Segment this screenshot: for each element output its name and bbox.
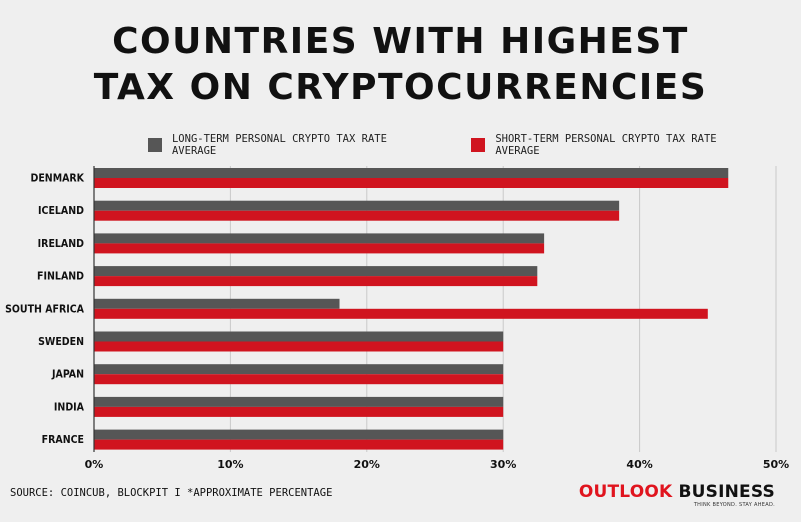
bar-short-term-finland — [94, 276, 538, 287]
bar-long-term-france — [94, 429, 504, 440]
bar-short-term-denmark — [94, 178, 729, 188]
legend-label-short-term: SHORT-TERM PERSONAL CRYPTO TAX RATE AVER… — [495, 133, 717, 157]
bar-short-term-japan — [94, 374, 504, 385]
category-label: SWEDEN — [38, 336, 84, 348]
bar-long-term-finland — [94, 266, 538, 277]
brand-logo: OUTLOOK BUSINESS THINK BEYOND. STAY AHEA… — [575, 482, 775, 509]
x-tick-label: 0% — [85, 458, 104, 471]
bar-long-term-india — [94, 396, 504, 407]
chart-title-line-1: COUNTRIES WITH HIGHEST — [112, 21, 689, 62]
x-tick-label: 20% — [354, 458, 380, 471]
bar-long-term-iceland — [94, 200, 620, 211]
bar-short-term-sweden — [94, 341, 504, 352]
category-label: FRANCE — [42, 434, 84, 446]
x-tick-label: 40% — [626, 458, 652, 471]
x-tick-label: 10% — [217, 458, 243, 471]
category-label: FINLAND — [37, 271, 84, 283]
brand-tagline: THINK BEYOND. STAY AHEAD. — [693, 502, 775, 508]
source-note: SOURCE: COINCUB, BLOCKPIT I *APPROXIMATE… — [10, 487, 333, 499]
x-tick-label: 30% — [490, 458, 516, 471]
bar-short-term-ireland — [94, 243, 545, 254]
legend-item-short-term: SHORT-TERM PERSONAL CRYPTO TAX RATE AVER… — [471, 133, 767, 157]
category-label: DENMARK — [30, 173, 84, 185]
brand-name-part-2: BUSINESS — [678, 482, 775, 502]
legend-label-long-term: LONG-TERM PERSONAL CRYPTO TAX RATE AVERA… — [171, 133, 387, 157]
bar-long-term-south-africa — [94, 298, 340, 309]
bar-short-term-iceland — [94, 210, 620, 221]
category-label: ICELAND — [38, 205, 84, 217]
chart-title-line-2: TAX ON CRYPTOCURRENCIES — [93, 67, 708, 108]
category-label: SOUTH AFRICA — [5, 303, 85, 315]
category-label: JAPAN — [51, 369, 84, 381]
bar-long-term-denmark — [94, 168, 729, 178]
bar-long-term-ireland — [94, 233, 545, 244]
category-label: INDIA — [54, 401, 85, 413]
legend-swatch-short-term — [471, 138, 486, 152]
x-tick-label: 50% — [763, 458, 789, 471]
category-label: IRELAND — [38, 238, 84, 250]
legend-item-long-term: LONG-TERM PERSONAL CRYPTO TAX RATE AVERA… — [148, 133, 437, 157]
brand-name: OUTLOOK BUSINESS — [575, 482, 775, 502]
bar-short-term-india — [94, 406, 504, 417]
legend-swatch-long-term — [148, 138, 162, 152]
brand-name-part-1: OUTLOOK — [578, 482, 673, 502]
legend: LONG-TERM PERSONAL CRYPTO TAX RATE AVERA… — [148, 133, 801, 157]
bar-short-term-france — [94, 439, 504, 450]
bar-long-term-japan — [94, 364, 504, 375]
bar-short-term-south-africa — [94, 308, 708, 319]
bar-long-term-sweden — [94, 331, 504, 342]
